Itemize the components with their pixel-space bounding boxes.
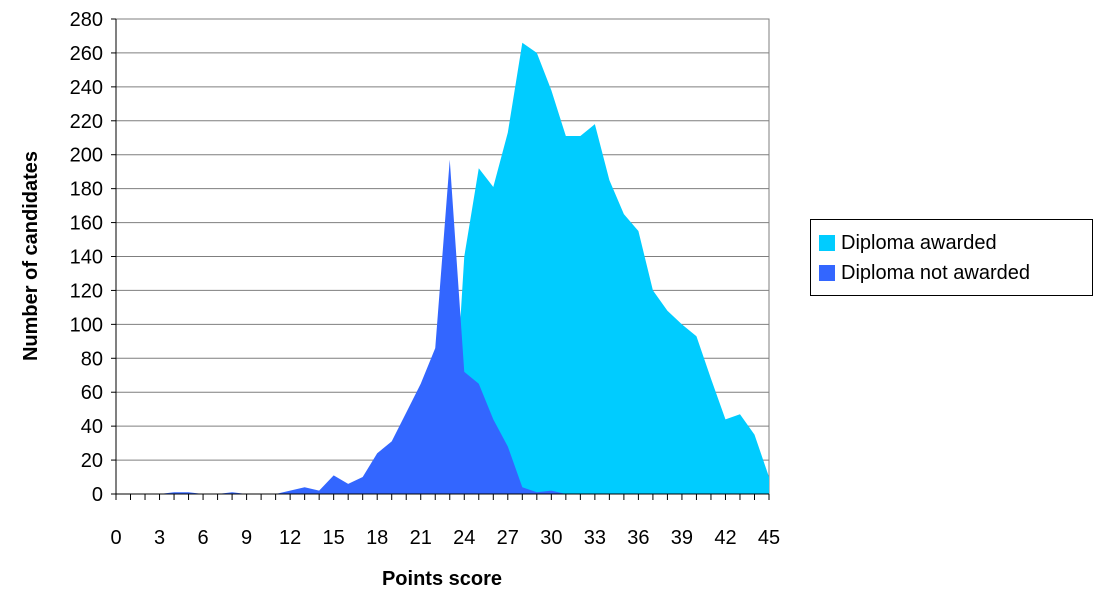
x-tick-label-27: 27 (497, 527, 519, 549)
x-tick-label-33: 33 (584, 527, 606, 549)
y-tick-label-220: 220 (70, 111, 103, 133)
x-tick-label-36: 36 (627, 527, 649, 549)
legend-label-not-awarded: Diploma not awarded (841, 261, 1030, 284)
legend-swatch-not-awarded (819, 265, 835, 281)
x-tick-label-3: 3 (154, 527, 165, 549)
y-tick-label-80: 80 (81, 348, 103, 370)
y-tick-label-140: 140 (70, 247, 103, 269)
x-tick-label-18: 18 (366, 527, 388, 549)
x-tick-label-0: 0 (110, 527, 121, 549)
legend-swatch-awarded (819, 235, 835, 251)
y-tick-label-200: 200 (70, 145, 103, 167)
y-tick-label-180: 180 (70, 179, 103, 201)
area-series-diploma-awarded (116, 42, 769, 494)
x-tick-label-45: 45 (758, 527, 780, 549)
y-tick-label-40: 40 (81, 416, 103, 438)
x-tick-label-24: 24 (453, 527, 475, 549)
y-tick-label-120: 120 (70, 280, 103, 302)
y-tick-label-100: 100 (70, 314, 103, 336)
y-tick-label-240: 240 (70, 77, 103, 99)
x-tick-label-9: 9 (241, 527, 252, 549)
series-areas (116, 42, 769, 494)
legend: Diploma awarded Diploma not awarded (810, 219, 1093, 296)
x-tick-label-39: 39 (671, 527, 693, 549)
area-series-diploma-not-awarded (116, 159, 769, 494)
y-tick-label-20: 20 (81, 450, 103, 472)
x-tick-label-15: 15 (323, 527, 345, 549)
legend-label-awarded: Diploma awarded (841, 231, 997, 254)
y-tick-label-160: 160 (70, 213, 103, 235)
legend-item-not-awarded: Diploma not awarded (819, 260, 1030, 286)
legend-item-awarded: Diploma awarded (819, 230, 997, 256)
x-tick-label-21: 21 (410, 527, 432, 549)
x-tick-label-42: 42 (714, 527, 736, 549)
x-axis-ticks: 0 3 6 9 12 15 18 21 24 27 30 33 36 39 42 45 (110, 494, 780, 549)
y-tick-label-280: 280 (70, 9, 103, 31)
x-tick-label-6: 6 (198, 527, 209, 549)
x-tick-label-12: 12 (279, 527, 301, 549)
y-tick-label-0: 0 (92, 484, 103, 506)
y-tick-label-260: 260 (70, 43, 103, 65)
x-tick-label-30: 30 (540, 527, 562, 549)
x-axis-title: Points score (382, 568, 502, 590)
y-axis-title: Number of candidates (20, 151, 42, 361)
y-axis-ticks: 0 20 40 60 80 100 120 140 160 180 200 220 240 260 280 (70, 9, 116, 506)
y-tick-label-60: 60 (81, 382, 103, 404)
